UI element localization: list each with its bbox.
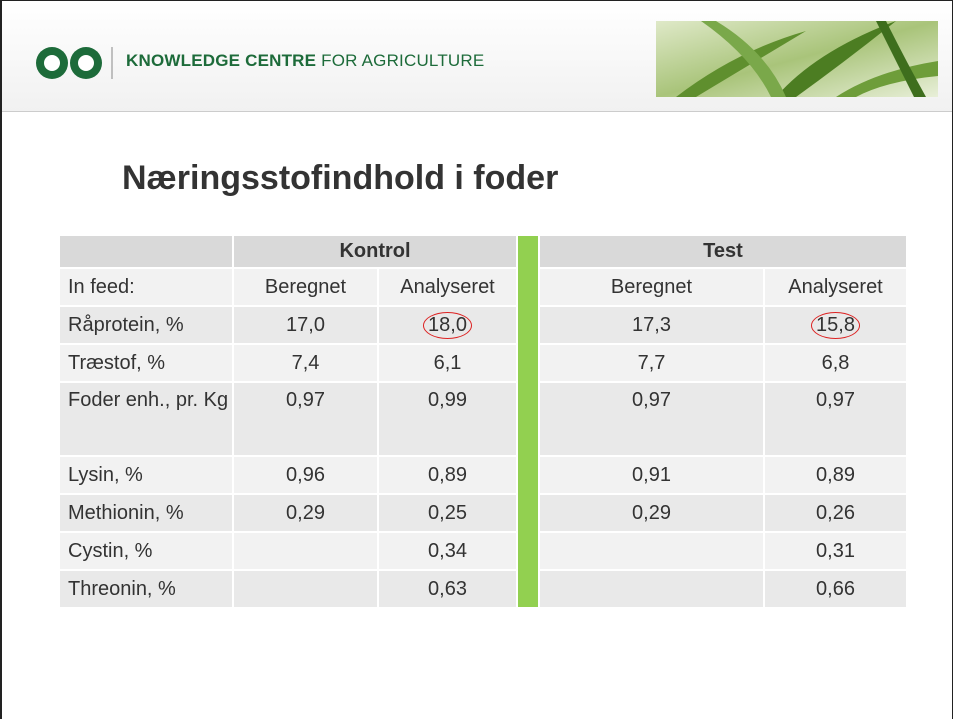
table-cell: Analyseret — [765, 269, 906, 305]
table-cell: Træstof, % — [60, 345, 232, 381]
table-cell: 0,99 — [379, 383, 516, 455]
table-cell: Analyseret — [379, 269, 516, 305]
table-cell: 6,8 — [765, 345, 906, 381]
table-cell: 0,29 — [540, 495, 763, 531]
table-cell: 0,97 — [540, 383, 763, 455]
table-cell: Methionin, % — [60, 495, 232, 531]
table-cell: 0,91 — [540, 457, 763, 493]
group-header: Test — [540, 236, 906, 267]
table-cell: 17,3 — [540, 307, 763, 343]
table-cell: Foder enh., pr. Kg — [60, 383, 232, 455]
header-row: Kontrol Test — [60, 236, 906, 607]
table-cell: 7,4 — [234, 345, 377, 381]
table-cell: In feed: — [60, 269, 232, 305]
brand-bold: KNOWLEDGE CENTRE — [126, 51, 317, 70]
table-cell — [540, 571, 763, 607]
divider — [518, 236, 538, 607]
table: Kontrol Test In feed: Beregnet Analyseret Ber… — [58, 234, 908, 609]
brand-rest: FOR AGRICULTURE — [321, 51, 485, 70]
photo — [656, 21, 938, 97]
table-cell: Beregnet — [234, 269, 377, 305]
table-cell: 0,29 — [234, 495, 377, 531]
table-row: Threonin, % 0,63 0,66 — [60, 571, 906, 607]
table-row: In feed: Beregnet Analyseret Beregnet Analys… — [60, 269, 906, 305]
table-cell: 0,25 — [379, 495, 516, 531]
table-cell: 18,0 — [379, 307, 516, 343]
group-header: Kontrol — [234, 236, 516, 267]
table-cell: 0,31 — [765, 533, 906, 569]
logo — [36, 47, 113, 79]
header-cell — [60, 236, 232, 267]
title: Næringsstofindhold i foder — [122, 159, 559, 197]
circled-value: 15,8 — [811, 311, 860, 339]
header: KNOWLEDGE CENTRE FOR AGRICULTURE — [2, 1, 952, 112]
table-cell: Beregnet — [540, 269, 763, 305]
table-cell: Råprotein, % — [60, 307, 232, 343]
table-cell: 0,26 — [765, 495, 906, 531]
table-cell: 0,96 — [234, 457, 377, 493]
table-row: Methionin, % 0,29 0,25 0,29 0,26 — [60, 495, 906, 531]
circled-value: 18,0 — [423, 311, 472, 339]
table-cell — [234, 533, 377, 569]
table-cell: Threonin, % — [60, 571, 232, 607]
table-cell — [540, 533, 763, 569]
table-row: Lysin, % 0,96 0,89 0,91 0,89 — [60, 457, 906, 493]
table-cell: 0,89 — [379, 457, 516, 493]
table-cell: Cystin, % — [60, 533, 232, 569]
table-cell: 0,63 — [379, 571, 516, 607]
table-cell: 0,97 — [234, 383, 377, 455]
table-cell: 0,97 — [765, 383, 906, 455]
table-cell: Lysin, % — [60, 457, 232, 493]
table-cell: 0,89 — [765, 457, 906, 493]
table-row: Cystin, % 0,34 0,31 — [60, 533, 906, 569]
table-cell: 0,34 — [379, 533, 516, 569]
table-cell — [234, 571, 377, 607]
table-cell: 0,66 — [765, 571, 906, 607]
table-cell: 17,0 — [234, 307, 377, 343]
brand: KNOWLEDGE CENTRE FOR AGRICULTURE — [126, 51, 484, 71]
table-cell: 6,1 — [379, 345, 516, 381]
table-cell: 15,8 — [765, 307, 906, 343]
table-row: Foder enh., pr. Kg 0,97 0,99 0,97 0,97 — [60, 383, 906, 455]
table-cell: 7,7 — [540, 345, 763, 381]
table-row: Råprotein, % 17,0 18,0 17,3 15,8 — [60, 307, 906, 343]
table-row: Træstof, % 7,4 6,1 7,7 6,8 — [60, 345, 906, 381]
